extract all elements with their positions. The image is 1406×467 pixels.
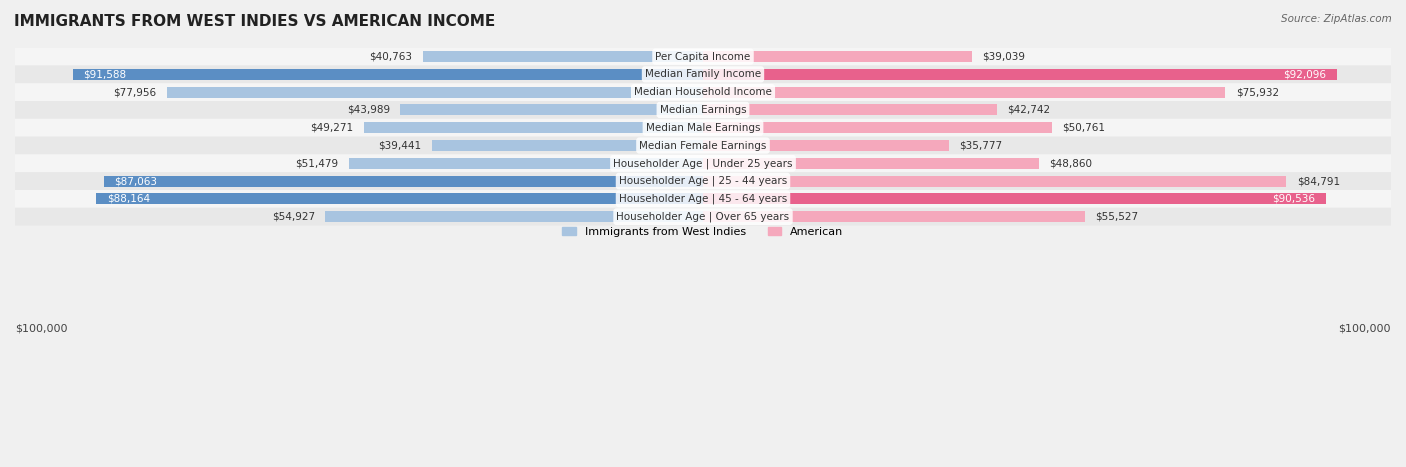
Bar	[432, 140, 703, 151]
FancyBboxPatch shape	[15, 172, 1391, 190]
Text: Householder Age | 25 - 44 years: Householder Age | 25 - 44 years	[619, 176, 787, 186]
Text: $49,271: $49,271	[311, 123, 354, 133]
Bar	[703, 51, 972, 62]
Text: Median Earnings: Median Earnings	[659, 105, 747, 115]
Text: $90,536: $90,536	[1272, 194, 1316, 204]
Bar	[349, 158, 703, 169]
Bar	[703, 122, 1052, 133]
Bar	[325, 211, 703, 222]
FancyBboxPatch shape	[15, 83, 1391, 101]
Text: $48,860: $48,860	[1049, 158, 1092, 168]
Text: $35,777: $35,777	[959, 141, 1002, 150]
Text: Median Male Earnings: Median Male Earnings	[645, 123, 761, 133]
Text: IMMIGRANTS FROM WEST INDIES VS AMERICAN INCOME: IMMIGRANTS FROM WEST INDIES VS AMERICAN …	[14, 14, 495, 29]
FancyBboxPatch shape	[15, 208, 1391, 226]
Bar	[703, 87, 1226, 98]
Bar	[703, 193, 1326, 205]
Text: $100,000: $100,000	[15, 323, 67, 333]
Text: $42,742: $42,742	[1007, 105, 1050, 115]
Bar	[364, 122, 703, 133]
Bar	[703, 211, 1085, 222]
Text: Householder Age | Over 65 years: Householder Age | Over 65 years	[616, 212, 790, 222]
Text: $40,763: $40,763	[370, 51, 412, 62]
Bar	[73, 69, 703, 80]
Text: $92,096: $92,096	[1284, 70, 1326, 79]
FancyBboxPatch shape	[15, 190, 1391, 208]
Text: $100,000: $100,000	[1339, 323, 1391, 333]
Bar	[401, 105, 703, 115]
Text: $39,039: $39,039	[981, 51, 1025, 62]
FancyBboxPatch shape	[15, 155, 1391, 172]
Bar	[703, 158, 1039, 169]
Text: Median Female Earnings: Median Female Earnings	[640, 141, 766, 150]
FancyBboxPatch shape	[15, 65, 1391, 83]
Text: $75,932: $75,932	[1236, 87, 1279, 97]
Legend: Immigrants from West Indies, American: Immigrants from West Indies, American	[558, 222, 848, 241]
FancyBboxPatch shape	[15, 48, 1391, 65]
Text: Median Household Income: Median Household Income	[634, 87, 772, 97]
Bar	[703, 69, 1337, 80]
Text: $39,441: $39,441	[378, 141, 422, 150]
FancyBboxPatch shape	[15, 119, 1391, 137]
Text: $88,164: $88,164	[107, 194, 150, 204]
Text: $87,063: $87,063	[114, 176, 157, 186]
Text: Median Family Income: Median Family Income	[645, 70, 761, 79]
FancyBboxPatch shape	[15, 101, 1391, 119]
Text: Source: ZipAtlas.com: Source: ZipAtlas.com	[1281, 14, 1392, 24]
Text: $84,791: $84,791	[1296, 176, 1340, 186]
Text: $77,956: $77,956	[114, 87, 156, 97]
Bar	[104, 176, 703, 187]
Text: $51,479: $51,479	[295, 158, 339, 168]
Bar	[703, 176, 1286, 187]
Text: $54,927: $54,927	[271, 212, 315, 222]
Text: $43,989: $43,989	[347, 105, 389, 115]
Text: Householder Age | Under 25 years: Householder Age | Under 25 years	[613, 158, 793, 169]
Text: $50,761: $50,761	[1063, 123, 1105, 133]
Text: Householder Age | 45 - 64 years: Householder Age | 45 - 64 years	[619, 194, 787, 204]
Bar	[703, 140, 949, 151]
FancyBboxPatch shape	[15, 137, 1391, 155]
Text: $55,527: $55,527	[1095, 212, 1139, 222]
Bar	[167, 87, 703, 98]
Text: Per Capita Income: Per Capita Income	[655, 51, 751, 62]
Text: $91,588: $91,588	[83, 70, 127, 79]
Bar	[423, 51, 703, 62]
Bar	[703, 105, 997, 115]
Bar	[97, 193, 703, 205]
